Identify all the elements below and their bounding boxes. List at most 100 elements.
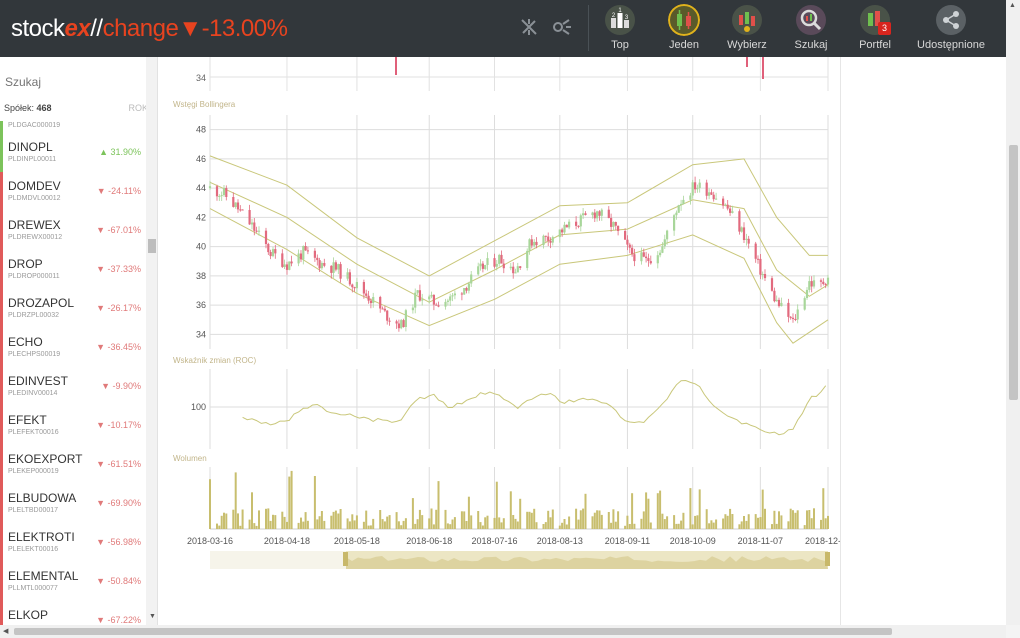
list-item-partial[interactable]: PLDGAC000019: [0, 121, 146, 133]
nav-label: Wybierz: [727, 39, 767, 51]
volume-bar: [400, 525, 403, 529]
volume-bar: [381, 519, 384, 529]
volume-bar: [724, 514, 727, 529]
candle-up: [414, 292, 417, 308]
price-tick-label: 40: [196, 242, 206, 252]
candle-up: [558, 229, 561, 238]
volume-bar: [248, 519, 251, 529]
nav-udostepnione-button[interactable]: Udostępnione: [912, 4, 990, 54]
volume-bar: [306, 520, 309, 529]
page-horizontal-scrollbar[interactable]: ◀: [0, 625, 1006, 638]
list-item[interactable]: ECHO PLECHPS00019 ▼ -36.45%: [0, 328, 146, 367]
candle-up: [715, 198, 718, 200]
candle-down: [614, 222, 617, 226]
nav-jeden-button[interactable]: Jeden: [665, 4, 703, 54]
volume-bar: [318, 516, 321, 529]
volume-bar: [351, 514, 354, 529]
volume-bar: [437, 481, 440, 529]
nav-szukaj-button[interactable]: Szukaj: [792, 4, 830, 54]
candle-down: [334, 262, 337, 270]
list-item[interactable]: EKOEXPORT PLEKEP000019 ▼ -61.51%: [0, 445, 146, 484]
list-item[interactable]: EDINVEST PLEDINV00014 ▼ -9.90%: [0, 367, 146, 406]
volume-bar: [729, 508, 732, 529]
volume-bar: [640, 518, 643, 529]
candle-down: [794, 319, 797, 320]
sidebar-scrollbar[interactable]: ▼: [146, 57, 157, 625]
list-item-change: ▼ -69.90%: [96, 498, 141, 508]
volume-bar: [820, 519, 822, 529]
candle-down: [535, 241, 538, 246]
list-item[interactable]: DINOPL PLDINPL00011 ▲ 31.90%: [0, 133, 146, 172]
range-handle-right[interactable]: [825, 552, 830, 566]
volume-bar: [209, 479, 211, 529]
bollinger-middle-band: [209, 181, 829, 303]
list-item-name: ELKOP: [8, 608, 49, 622]
volume-bar: [388, 515, 391, 529]
nav-portfel-button[interactable]: 3 Portfel: [856, 4, 894, 54]
crosshair-off-icon[interactable]: [518, 16, 540, 38]
volume-bar: [610, 522, 613, 529]
list-item[interactable]: ELKOP ▼ -67.22%: [0, 601, 146, 625]
bollinger-panel-title: Wstęgi Bollingera: [173, 100, 236, 109]
candle-down: [253, 222, 256, 231]
volume-bar: [579, 510, 582, 529]
scroll-left-arrow-icon[interactable]: ◀: [3, 628, 9, 635]
volume-bar: [773, 510, 776, 529]
candle-down: [747, 238, 750, 244]
search-input[interactable]: [0, 67, 150, 97]
date-axis-label: 2018-11-07: [738, 536, 783, 546]
candle-down: [738, 211, 741, 232]
list-item-change: ▼ -24.11%: [96, 186, 141, 196]
list-item[interactable]: ELBUDOWA PLELTBD00017 ▼ -69.90%: [0, 484, 146, 523]
rok-sort-label[interactable]: ROK: [128, 103, 148, 113]
candle-up: [745, 238, 748, 240]
list-item[interactable]: DOMDEV PLDMDVL00012 ▼ -24.11%: [0, 172, 146, 211]
candle-up: [421, 299, 424, 301]
list-item[interactable]: DREWEX PLDREWX00012 ▼ -67.01%: [0, 211, 146, 250]
volume-bar: [430, 508, 433, 529]
list-item[interactable]: ELEKTROTI PLELEKT00016 ▼ -56.98%: [0, 523, 146, 562]
candle-down: [241, 209, 244, 211]
nav-wybierz-button[interactable]: Wybierz: [724, 4, 770, 54]
candle-down: [787, 302, 790, 317]
page-horizontal-scrollbar-thumb[interactable]: [14, 628, 892, 635]
candle-up: [808, 281, 811, 290]
scroll-down-arrow-icon[interactable]: ▼: [149, 613, 156, 620]
candle-up: [428, 296, 431, 300]
volume-bar: [290, 470, 293, 529]
candle-down: [304, 246, 307, 251]
candle-down: [316, 257, 319, 261]
volume-bar: [577, 519, 580, 529]
candle-up: [337, 264, 340, 270]
compare-share-icon[interactable]: [551, 16, 573, 38]
price-tick-label: 38: [196, 271, 206, 281]
roc-panel-title: Wskaźnik zmian (ROC): [173, 356, 256, 365]
volume-bar: [339, 509, 342, 529]
date-axis-label: 2018-08-13: [537, 536, 583, 546]
page-vertical-scrollbar-thumb[interactable]: [1009, 145, 1018, 400]
candle-down: [789, 316, 792, 318]
list-item[interactable]: DROP PLDROP000011 ▼ -37.33%: [0, 250, 146, 289]
candle-down: [348, 272, 351, 285]
volume-bar: [796, 510, 799, 529]
page-vertical-scrollbar[interactable]: ▲: [1006, 0, 1020, 625]
volume-bar: [584, 493, 587, 529]
list-item[interactable]: EFEKT PLEFEKT00016 ▼ -10.17%: [0, 406, 146, 445]
sidebar-scrollbar-thumb[interactable]: [148, 239, 156, 253]
volume-bar: [533, 508, 536, 529]
range-handle-left[interactable]: [343, 552, 348, 566]
volume-bar: [255, 525, 258, 529]
share-icon: [936, 5, 966, 35]
volume-bar: [355, 515, 358, 529]
volume-bar: [682, 512, 685, 529]
list-item[interactable]: ELEMENTAL PLLMTL000077 ▼ -50.84%: [0, 562, 146, 601]
top-panel-candle: [762, 57, 764, 79]
scroll-up-arrow-icon[interactable]: ▲: [1009, 2, 1016, 9]
list-item[interactable]: DROZAPOL PLDRZPL00032 ▼ -26.17%: [0, 289, 146, 328]
volume-bar: [463, 511, 466, 529]
price-tick-label: 46: [196, 154, 206, 164]
volume-bar: [582, 508, 585, 529]
date-axis-label: 2018-10-09: [670, 536, 716, 546]
candle-down: [770, 278, 774, 291]
